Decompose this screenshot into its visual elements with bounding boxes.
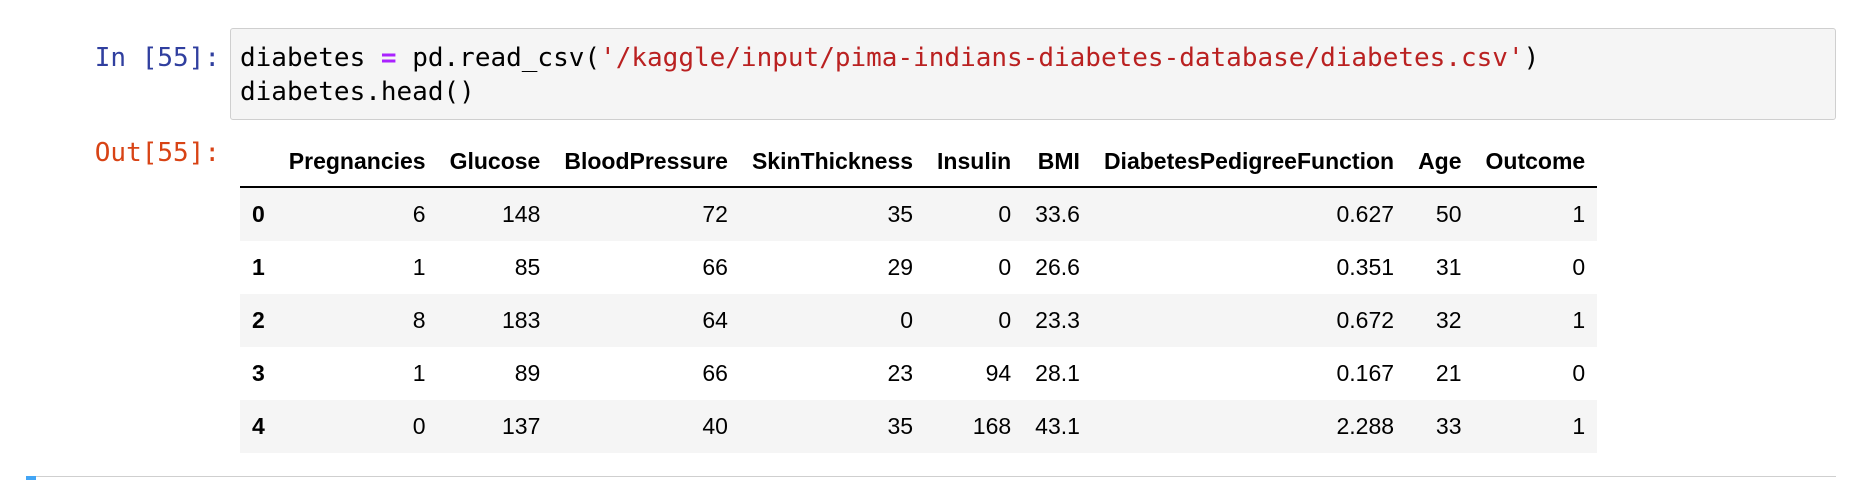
table-cell: 1 [1572, 307, 1586, 333]
table-cell: 2.288 [1336, 413, 1395, 439]
dataframe-table: Pregnancies Glucose BloodPressure SkinTh… [240, 136, 1598, 453]
table-cell: 72 [702, 201, 728, 227]
table-cell: 50 [1435, 201, 1462, 227]
table-cell: 0 [900, 307, 914, 333]
table-cell: 0 [1572, 360, 1586, 386]
table-cell: 137 [501, 413, 541, 439]
code-editor[interactable]: diabetes = pd.read_csv('/kaggle/input/pi… [230, 28, 1836, 120]
table-cell: 43.1 [1035, 413, 1080, 439]
table-cell: 183 [501, 307, 541, 333]
table-cell: 1 [1572, 413, 1586, 439]
table-header-row: Pregnancies Glucose BloodPressure SkinTh… [240, 136, 1598, 188]
table-row: 3 1 89 66 23 94 28.1 0.167 21 0 [240, 347, 1598, 400]
table-cell: 8 [412, 307, 426, 333]
column-header: Outcome [1473, 136, 1598, 188]
code-token-operator: = [380, 43, 397, 73]
table-cell: 40 [702, 413, 728, 439]
output-cell: Out[55]: Pregnancies Glucose BloodPressu… [0, 136, 1868, 466]
table-cell: 1 [412, 360, 426, 386]
input-prompt: In [55]: [94, 43, 220, 73]
code-line-2: diabetes.head() [240, 77, 475, 107]
table-row: 1 1 85 66 29 0 26.6 0.351 31 0 [240, 241, 1598, 294]
table-cell: 23 [887, 360, 914, 386]
table-cell: 148 [501, 201, 541, 227]
output-prompt: Out[55]: [94, 138, 220, 168]
column-header: Pregnancies [276, 136, 438, 188]
table-cell: 1 [412, 254, 426, 280]
code-token-call: pd.read_csv( [396, 43, 601, 73]
code-line-1: diabetes = pd.read_csv('/kaggle/input/pi… [240, 41, 1826, 75]
table-cell: 0.351 [1336, 254, 1395, 280]
table-cell: 66 [702, 360, 728, 386]
code-token-string: '/kaggle/input/pima-indians-diabetes-dat… [600, 43, 1524, 73]
row-index: 1 [252, 254, 265, 280]
column-header: BloodPressure [552, 136, 740, 188]
selected-cell-marker [26, 476, 36, 480]
column-header: BMI [1023, 136, 1092, 188]
table-row: 4 0 137 40 35 168 43.1 2.288 33 1 [240, 400, 1598, 453]
code-token-close-paren: ) [1523, 43, 1540, 73]
table-cell: 0.167 [1336, 360, 1395, 386]
table-cell: 31 [1435, 254, 1462, 280]
table-cell: 0.672 [1336, 307, 1395, 333]
table-cell: 23.3 [1035, 307, 1080, 333]
column-header: Glucose [437, 136, 553, 188]
next-cell-border[interactable] [28, 476, 1836, 477]
table-cell: 0 [412, 413, 426, 439]
table-cell: 85 [514, 254, 541, 280]
table-cell: 94 [985, 360, 1012, 386]
column-header: Age [1406, 136, 1474, 188]
table-cell: 26.6 [1035, 254, 1080, 280]
table-cell: 35 [887, 413, 914, 439]
index-header [240, 136, 277, 188]
table-cell: 64 [702, 307, 728, 333]
table-cell: 6 [412, 201, 426, 227]
table-row: 2 8 183 64 0 0 23.3 0.672 32 1 [240, 294, 1598, 347]
dataframe-output: Pregnancies Glucose BloodPressure SkinTh… [240, 136, 1598, 453]
column-header: SkinThickness [739, 136, 926, 188]
code-token-variable: diabetes [240, 43, 381, 73]
table-cell: 0 [998, 307, 1012, 333]
table-cell: 1 [1572, 201, 1586, 227]
input-cell[interactable]: In [55]: diabetes = pd.read_csv('/kaggle… [0, 28, 1868, 124]
column-header: Insulin [925, 136, 1024, 188]
table-cell: 33.6 [1035, 201, 1080, 227]
table-cell: 168 [972, 413, 1012, 439]
row-index: 3 [252, 360, 265, 386]
table-cell: 66 [702, 254, 728, 280]
table-cell: 32 [1435, 307, 1462, 333]
row-index: 0 [252, 201, 265, 227]
row-index: 2 [252, 307, 265, 333]
table-cell: 0.627 [1336, 201, 1395, 227]
table-row: 0 6 148 72 35 0 33.6 0.627 50 1 [240, 187, 1598, 241]
table-cell: 33 [1435, 413, 1462, 439]
table-cell: 0 [1572, 254, 1586, 280]
table-cell: 89 [514, 360, 541, 386]
table-cell: 29 [887, 254, 914, 280]
table-cell: 0 [998, 254, 1012, 280]
table-cell: 21 [1435, 360, 1462, 386]
column-header: DiabetesPedigreeFunction [1091, 136, 1407, 188]
table-cell: 0 [998, 201, 1012, 227]
row-index: 4 [252, 413, 265, 439]
table-cell: 35 [887, 201, 914, 227]
table-cell: 28.1 [1035, 360, 1080, 386]
